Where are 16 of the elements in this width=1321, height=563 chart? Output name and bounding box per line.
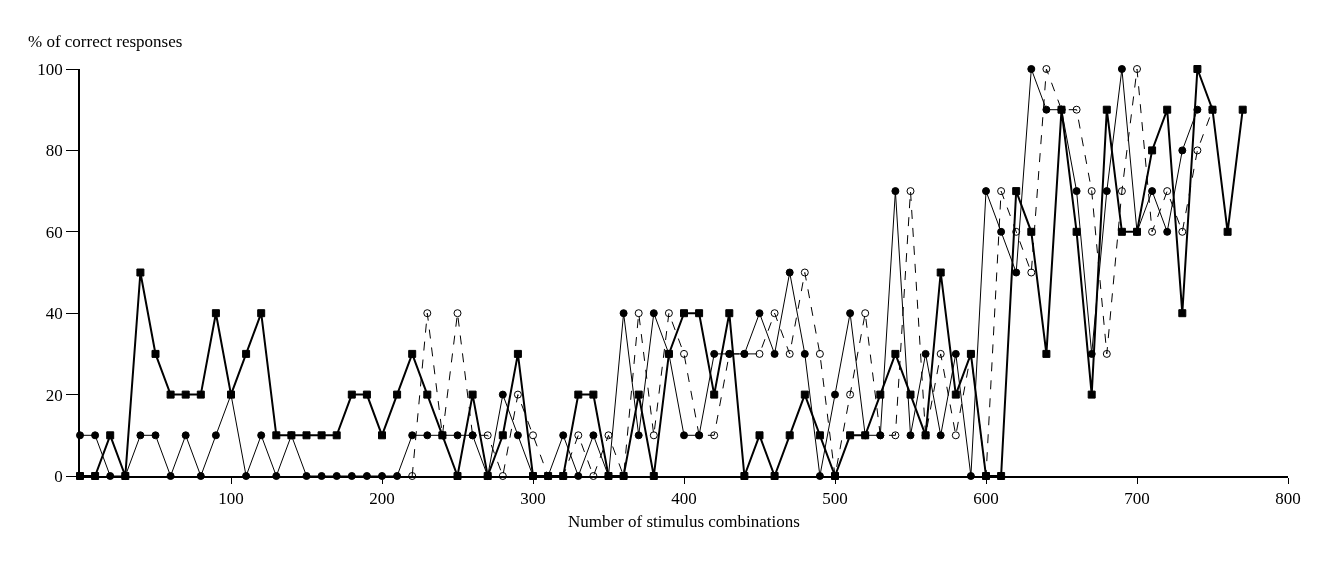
x-tick-label: 800 [1275, 489, 1301, 509]
x-tick-label: 700 [1124, 489, 1150, 509]
y-axis-title: % of correct responses [28, 32, 183, 51]
x-tick-label: 400 [671, 489, 697, 509]
y-tick-label: 60 [45, 222, 63, 242]
y-tick-label: 0 [54, 466, 63, 486]
x-tick-label: 300 [520, 489, 546, 509]
x-axis-title: Number of stimulus combinations [568, 512, 800, 532]
x-tick-label: 200 [369, 489, 395, 509]
x-tick-label: 100 [218, 489, 244, 509]
y-tick-label: 40 [45, 304, 63, 324]
y-tick-label: 100 [37, 59, 63, 79]
y-tick-label: 20 [45, 385, 63, 405]
x-tick-label: 500 [822, 489, 848, 509]
y-tick-label: 80 [45, 141, 63, 161]
x-tick-label: 600 [973, 489, 999, 509]
